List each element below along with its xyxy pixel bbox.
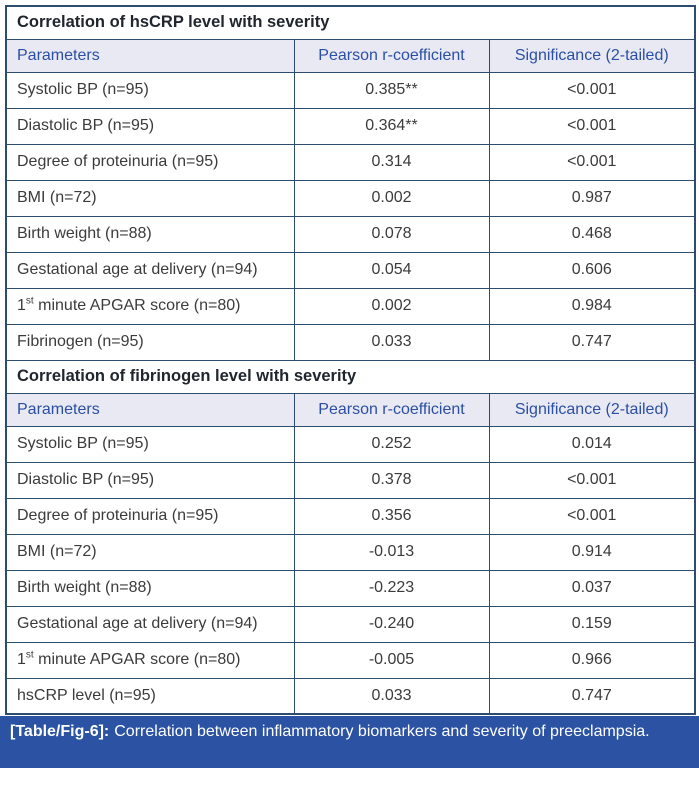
table-row: 1st minute APGAR score (n=80) 0.002 0.984 (5, 287, 696, 325)
param-cell: Fibrinogen (n=95) (5, 323, 295, 361)
figure-caption: [Table/Fig-6]: Correlation between inflam… (0, 716, 699, 768)
value-cell: 0.078 (293, 215, 490, 253)
column-header-row-1: Parameters Pearson r-coefficient Significa… (5, 392, 696, 427)
value-cell: <0.001 (488, 107, 696, 145)
table-row: Degree of proteinuria (n=95) 0.314 <0.001 (5, 143, 696, 181)
table-row: BMI (n=72) -0.013 0.914 (5, 533, 696, 571)
table-row: Gestational age at delivery (n=94) 0.054 0… (5, 251, 696, 289)
table-row: Birth weight (n=88) 0.078 0.468 (5, 215, 696, 253)
table-row: hsCRP level (n=95) 0.033 0.747 (5, 677, 696, 715)
param-cell: Degree of proteinuria (n=95) (5, 497, 295, 535)
table-row: Birth weight (n=88) -0.223 0.037 (5, 569, 696, 607)
param-cell: Diastolic BP (n=95) (5, 461, 295, 499)
value-cell: -0.223 (293, 569, 490, 607)
column-header-cell: Parameters (5, 38, 295, 73)
value-cell: -0.013 (293, 533, 490, 571)
value-cell: 0.966 (488, 641, 696, 679)
value-cell: 0.356 (293, 497, 490, 535)
value-cell: 0.002 (293, 287, 490, 325)
value-cell: 0.747 (488, 323, 696, 361)
value-cell: 0.364** (293, 107, 490, 145)
section-title: Correlation of hsCRP level with severity (5, 5, 696, 40)
value-cell: 0.037 (488, 569, 696, 607)
value-cell: 0.987 (488, 179, 696, 217)
caption-text: Correlation between inflammatory biomark… (114, 723, 650, 740)
param-cell: Degree of proteinuria (n=95) (5, 143, 295, 181)
param-cell: Gestational age at delivery (n=94) (5, 251, 295, 289)
section-title: Correlation of fibrinogen level with sev… (5, 359, 696, 394)
table-row: Degree of proteinuria (n=95) 0.356 <0.001 (5, 497, 696, 535)
param-cell: 1st minute APGAR score (n=80) (5, 287, 295, 325)
param-cell: BMI (n=72) (5, 179, 295, 217)
value-cell: 0.378 (293, 461, 490, 499)
section-title-row-0: Correlation of hsCRP level with severity (5, 5, 696, 40)
value-cell: 0.468 (488, 215, 696, 253)
value-cell: -0.240 (293, 605, 490, 643)
value-cell: <0.001 (488, 461, 696, 499)
param-cell: Systolic BP (n=95) (5, 71, 295, 109)
value-cell: 0.914 (488, 533, 696, 571)
value-cell: 0.984 (488, 287, 696, 325)
table-figure: Correlation of hsCRP level with severity… (0, 5, 699, 792)
table-row: Fibrinogen (n=95) 0.033 0.747 (5, 323, 696, 361)
value-cell: 0.033 (293, 323, 490, 361)
value-cell: 0.014 (488, 425, 696, 463)
column-header-row-0: Parameters Pearson r-coefficient Significa… (5, 38, 696, 73)
column-header-cell: Parameters (5, 392, 295, 427)
column-header-cell: Significance (2-tailed) (488, 392, 696, 427)
value-cell: 0.054 (293, 251, 490, 289)
table-row: 1st minute APGAR score (n=80) -0.005 0.966 (5, 641, 696, 679)
value-cell: <0.001 (488, 497, 696, 535)
value-cell: 0.606 (488, 251, 696, 289)
table-row: Diastolic BP (n=95) 0.378 <0.001 (5, 461, 696, 499)
value-cell: 0.159 (488, 605, 696, 643)
table-row: Diastolic BP (n=95) 0.364** <0.001 (5, 107, 696, 145)
column-header-cell: Pearson r-coefficient (293, 38, 490, 73)
value-cell: 0.033 (293, 677, 490, 715)
column-header-cell: Significance (2-tailed) (488, 38, 696, 73)
param-cell: Diastolic BP (n=95) (5, 107, 295, 145)
value-cell: -0.005 (293, 641, 490, 679)
table-row: Systolic BP (n=95) 0.385** <0.001 (5, 71, 696, 109)
table-row: BMI (n=72) 0.002 0.987 (5, 179, 696, 217)
column-header-cell: Pearson r-coefficient (293, 392, 490, 427)
param-cell: 1st minute APGAR score (n=80) (5, 641, 295, 679)
value-cell: 0.385** (293, 71, 490, 109)
value-cell: <0.001 (488, 71, 696, 109)
correlation-table: Correlation of hsCRP level with severity… (5, 5, 697, 715)
value-cell: 0.002 (293, 179, 490, 217)
param-cell: Birth weight (n=88) (5, 215, 295, 253)
table-row: Gestational age at delivery (n=94) -0.240… (5, 605, 696, 643)
value-cell: 0.314 (293, 143, 490, 181)
value-cell: <0.001 (488, 143, 696, 181)
param-cell: Systolic BP (n=95) (5, 425, 295, 463)
param-cell: hsCRP level (n=95) (5, 677, 295, 715)
caption-label: [Table/Fig-6]: (10, 723, 110, 740)
section-title-row-1: Correlation of fibrinogen level with sev… (5, 359, 696, 394)
value-cell: 0.252 (293, 425, 490, 463)
value-cell: 0.747 (488, 677, 696, 715)
param-cell: Gestational age at delivery (n=94) (5, 605, 295, 643)
correlation-table-body: Correlation of hsCRP level with severity… (5, 5, 696, 715)
param-cell: Birth weight (n=88) (5, 569, 295, 607)
table-row: Systolic BP (n=95) 0.252 0.014 (5, 425, 696, 463)
param-cell: BMI (n=72) (5, 533, 295, 571)
